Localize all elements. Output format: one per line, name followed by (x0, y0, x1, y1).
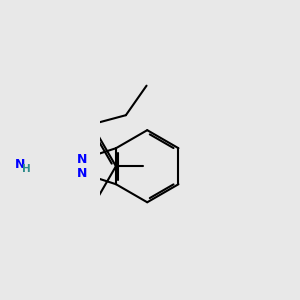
Text: N: N (76, 167, 87, 180)
Text: N: N (76, 153, 87, 166)
Text: H: H (22, 164, 31, 174)
Text: N: N (15, 158, 26, 171)
